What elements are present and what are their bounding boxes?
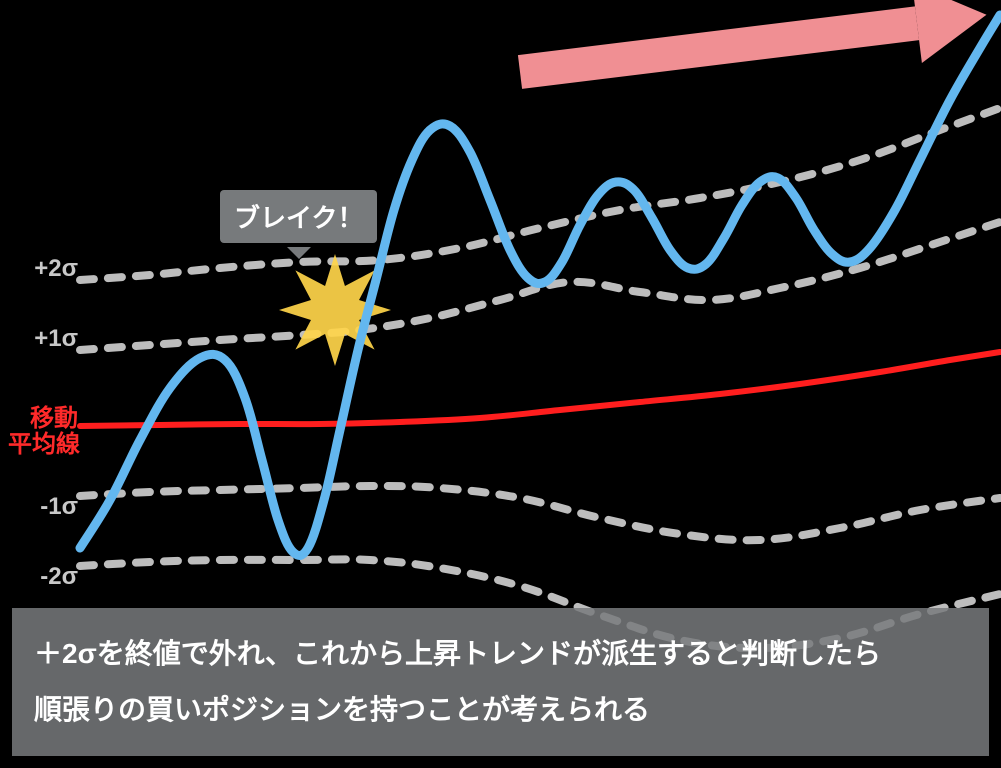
bollinger-bands [80, 108, 1000, 648]
trend-arrow [520, 0, 986, 72]
moving-average-line [80, 352, 1000, 426]
breakout-label: ブレイク！ [220, 190, 377, 243]
caption-line-1: ＋2σを終値で外れ、これから上昇トレンドが派生すると判断したら [34, 626, 967, 682]
breakout-label-text: ブレイク！ [234, 203, 363, 233]
band-m1 [80, 486, 1000, 540]
price-line [80, 15, 1000, 555]
caption-line-2: 順張りの買いポジションを持つことが考えられる [34, 682, 967, 738]
caption-box: ＋2σを終値で外れ、これから上昇トレンドが派生すると判断したら 順張りの買いポジ… [12, 608, 989, 756]
chart-stage: +2σ+1σ移動 平均線-1σ-2σ ブレイク！ ＋2σを終値で外れ、これから上… [0, 0, 1001, 768]
